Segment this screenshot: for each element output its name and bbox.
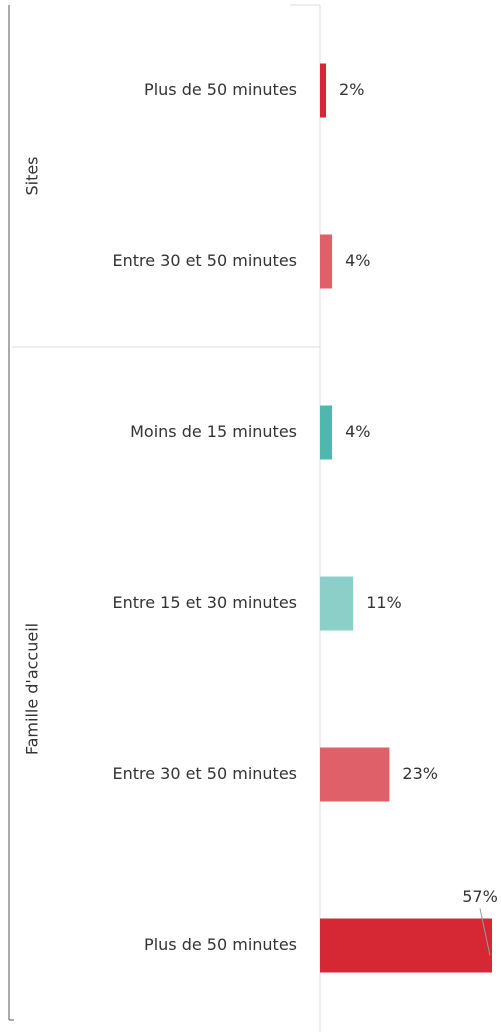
value-label: 2% (339, 80, 364, 99)
bar (320, 234, 333, 289)
bar (320, 576, 354, 631)
category-label: Entre 30 et 50 minutes (112, 251, 297, 270)
category-label: Entre 15 et 30 minutes (112, 593, 297, 612)
group-label: Sites (23, 156, 42, 195)
category-label: Plus de 50 minutes (144, 80, 297, 99)
value-label: 4% (345, 422, 370, 441)
bar (320, 63, 327, 118)
group-label: Famille d'accueil (23, 623, 42, 755)
bar (320, 918, 492, 973)
category-label: Entre 30 et 50 minutes (112, 764, 297, 783)
bar (320, 747, 390, 802)
value-label: 23% (402, 764, 438, 783)
value-label: 57% (462, 887, 498, 906)
value-label: 4% (345, 251, 370, 270)
bar (320, 405, 333, 460)
category-label: Plus de 50 minutes (144, 935, 297, 954)
category-label: Moins de 15 minutes (130, 422, 297, 441)
leader-line (479, 908, 491, 956)
value-label: 11% (366, 593, 402, 612)
